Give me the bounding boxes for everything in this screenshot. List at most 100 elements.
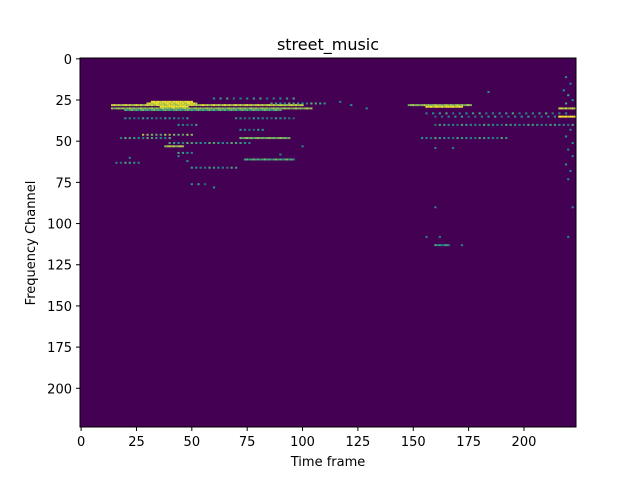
heatmap-cell [429, 105, 433, 108]
heatmap-cell [567, 235, 570, 238]
heatmap-cell [474, 123, 477, 126]
heatmap-cell [230, 109, 233, 112]
heatmap-cell [259, 97, 262, 100]
heatmap-cell [190, 151, 193, 154]
heatmap-cell [263, 137, 266, 140]
heatmap-cell [217, 104, 220, 107]
heatmap-cell [257, 104, 260, 107]
heatmap-cell [124, 104, 127, 107]
heatmap-cell [261, 104, 264, 107]
heatmap-cell [117, 104, 120, 107]
heatmap-cell [168, 107, 171, 110]
heatmap-cell [323, 102, 326, 105]
heatmap-cell [130, 104, 134, 107]
heatmap-cell [239, 142, 242, 144]
heatmap-cell [281, 137, 284, 140]
heatmap-cell [270, 102, 273, 105]
heatmap-cell [272, 107, 275, 110]
heatmap-cell [161, 105, 165, 108]
heatmap-cell [186, 100, 189, 103]
heatmap-cell [159, 102, 162, 105]
heatmap-cell [155, 102, 158, 105]
heatmap-cell [518, 123, 521, 126]
heatmap-cell [161, 100, 165, 103]
heatmap-cell [248, 107, 251, 110]
heatmap-cell [283, 104, 286, 107]
heatmap-cell [569, 128, 572, 131]
heatmap-cell [505, 112, 508, 115]
heatmap-cell [226, 104, 229, 107]
heatmap-cell [434, 244, 437, 247]
heatmap-cell [166, 100, 169, 103]
heatmap-cell [148, 107, 151, 110]
heatmap-cell [254, 104, 258, 107]
heatmap-cell [290, 158, 293, 161]
heatmap-cell [157, 104, 160, 107]
heatmap-cell [447, 115, 450, 118]
heatmap-cell [168, 145, 171, 148]
heatmap-cell [139, 104, 142, 107]
heatmap-cell [237, 109, 240, 112]
heatmap-cell [177, 117, 180, 120]
heatmap-cell [223, 107, 227, 110]
heatmap-cell [217, 166, 220, 169]
heatmap-cell [538, 112, 541, 115]
heatmap-cell [186, 160, 189, 163]
heatmap-cell [243, 128, 247, 131]
heatmap-cell [142, 137, 145, 140]
heatmap-cell [230, 142, 233, 144]
heatmap-cell [564, 107, 568, 110]
heatmap-cell [425, 104, 428, 107]
heatmap-cell [166, 102, 169, 105]
heatmap-cell [438, 123, 441, 126]
heatmap-cell [469, 123, 472, 126]
heatmap-cell [480, 115, 483, 118]
heatmap-cell [252, 104, 255, 107]
heatmap-cell [119, 137, 123, 140]
heatmap-cell [230, 107, 233, 110]
heatmap-cell [223, 104, 227, 107]
heatmap-cell [478, 137, 481, 140]
heatmap-cell [294, 107, 297, 110]
heatmap-cell [465, 123, 468, 126]
heatmap-cell [135, 109, 138, 112]
heatmap-cell [170, 145, 173, 148]
heatmap-cell [179, 109, 182, 112]
heatmap-cell [177, 145, 180, 148]
heatmap-cell [571, 206, 574, 209]
heatmap-cell [569, 107, 572, 110]
heatmap-cell [170, 104, 173, 107]
heatmap-cell [270, 137, 273, 140]
heatmap-cell [221, 104, 224, 107]
heatmap-cell [507, 115, 510, 118]
heatmap-cell [573, 115, 576, 118]
heatmap-cell [219, 97, 222, 100]
heatmap-cell [414, 104, 417, 107]
heatmap-cell [547, 115, 550, 118]
heatmap-cell [142, 104, 145, 107]
heatmap-cell [268, 107, 271, 110]
heatmap-cell [274, 104, 278, 107]
heatmap-cell [168, 137, 171, 140]
heatmap-cell [447, 137, 450, 140]
heatmap-cell [436, 105, 439, 108]
heatmap-cell [197, 107, 200, 110]
heatmap-cell [235, 117, 238, 120]
heatmap-cell [186, 105, 189, 108]
heatmap-cell [257, 128, 260, 131]
heatmap-cell [186, 133, 189, 136]
heatmap-cell [454, 115, 457, 118]
heatmap-cell [474, 115, 477, 118]
heatmap-cell [268, 109, 271, 112]
heatmap-cell [263, 107, 266, 110]
x-axis: 0 25 50 75 100 125 150 175 200 [77, 427, 536, 450]
heatmap-cell [564, 135, 568, 138]
heatmap-cell [440, 115, 444, 118]
heatmap-cell [181, 109, 185, 112]
heatmap-cell [219, 107, 222, 110]
heatmap-cell [181, 102, 185, 105]
heatmap-cell [186, 107, 189, 110]
heatmap-cell [443, 123, 446, 126]
heatmap-cell [463, 104, 466, 107]
heatmap-cell [188, 100, 191, 103]
